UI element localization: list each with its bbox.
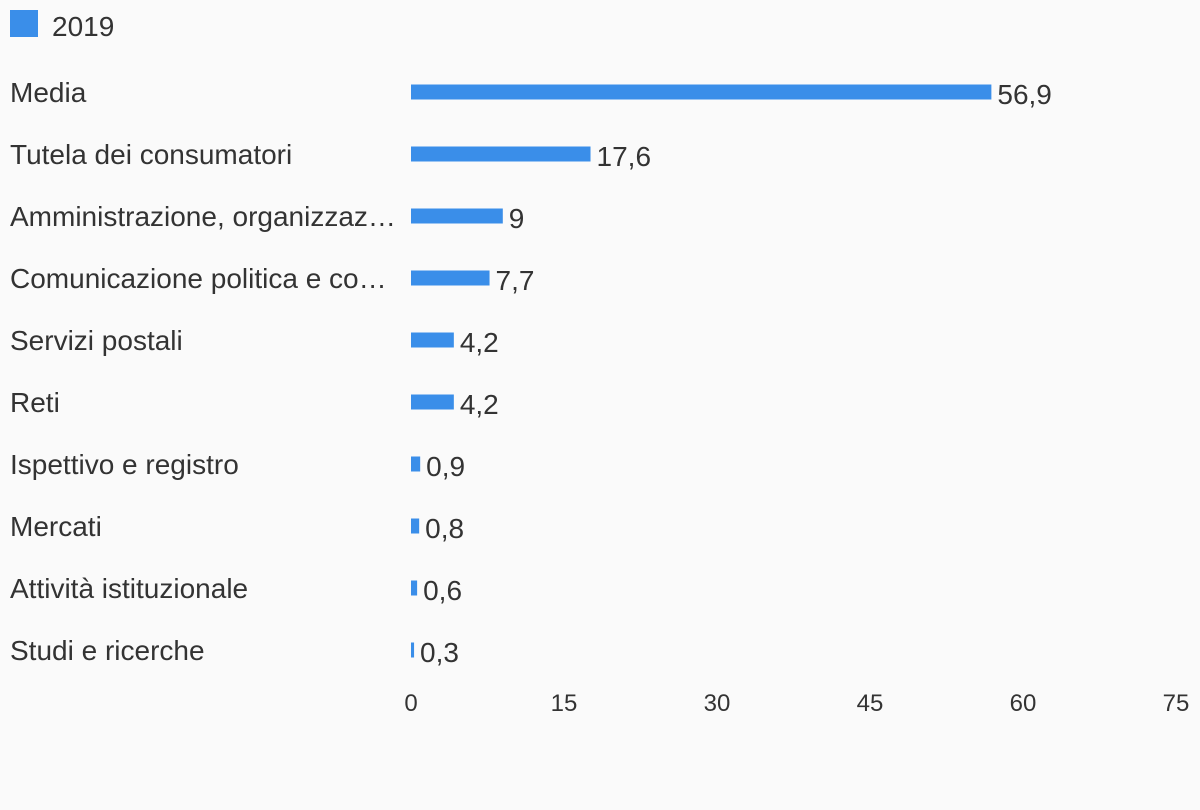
bar — [411, 208, 503, 224]
value-label: 0,8 — [425, 513, 464, 544]
value-label: 0,3 — [420, 637, 459, 668]
category-label: Amministrazione, organizzaz… — [10, 201, 396, 232]
x-tick-label: 60 — [1010, 690, 1037, 717]
category-label: Media — [10, 77, 87, 108]
x-tick-label: 15 — [551, 690, 578, 717]
value-label: 56,9 — [997, 79, 1052, 110]
bar — [411, 332, 454, 348]
x-tick-label: 45 — [857, 690, 884, 717]
bar — [411, 518, 420, 534]
category-label: Attività istituzionale — [10, 573, 248, 604]
x-tick-label: 30 — [704, 690, 731, 717]
value-label: 0,6 — [423, 575, 462, 606]
value-label: 0,9 — [426, 451, 465, 482]
bar — [411, 580, 418, 596]
value-label: 7,7 — [496, 265, 535, 296]
x-tick-label: 0 — [404, 690, 417, 717]
bars — [411, 84, 992, 658]
x-tick-label: 75 — [1163, 690, 1190, 717]
category-label: Mercati — [10, 511, 102, 542]
category-labels: Media Tutela dei consumatori Amministrazio… — [10, 77, 396, 666]
category-label: Studi e ricerche — [10, 635, 205, 666]
category-label: Ispettivo e registro — [10, 449, 239, 480]
value-label: 17,6 — [597, 141, 652, 172]
legend-swatch-2019 — [10, 10, 38, 37]
category-label: Reti — [10, 387, 60, 418]
category-label: Tutela dei consumatori — [10, 139, 292, 170]
category-label: Comunicazione politica e co… — [10, 263, 387, 294]
bar — [411, 270, 490, 286]
legend-label-2019: 2019 — [52, 11, 114, 42]
value-label: 4,2 — [460, 327, 499, 358]
bar — [411, 456, 421, 472]
value-label: 4,2 — [460, 389, 499, 420]
legend: 2019 — [10, 10, 114, 42]
bar — [411, 146, 591, 162]
value-label: 9 — [509, 203, 525, 234]
bar — [411, 642, 415, 658]
bar — [411, 84, 992, 100]
x-axis-ticks: 0 15 30 45 60 75 — [404, 690, 1189, 717]
bar — [411, 394, 454, 410]
category-label: Servizi postali — [10, 325, 183, 356]
value-labels: 56,9 17,6 9 7,7 4,2 4,2 0,9 0,8 0,6 0,3 — [420, 79, 1052, 668]
